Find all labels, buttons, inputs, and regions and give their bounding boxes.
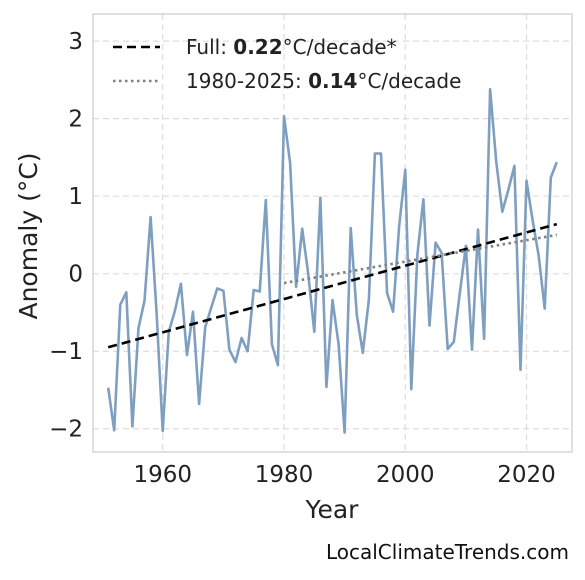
x-tick-label: 1960 (133, 462, 192, 488)
y-tick-label: −1 (49, 339, 83, 365)
y-axis-title: Anomaly (°C) (14, 152, 43, 319)
legend-label-1980-2025: 1980-2025: 0.14°C/decade (186, 69, 461, 93)
x-tick-label: 1980 (255, 462, 314, 488)
y-tick-label: 0 (68, 262, 83, 288)
y-tick-label: −2 (49, 417, 83, 443)
plot-area-frame (92, 13, 573, 453)
source-credit: LocalClimateTrends.com (325, 540, 569, 564)
full-trend-line (107, 222, 558, 349)
legend-label-full: Full: 0.22°C/decade* (186, 35, 397, 59)
legend: Full: 0.22°C/decade* 1980-2025: 0.14°C/d… (113, 35, 461, 93)
recent-trend-line (283, 233, 558, 285)
x-tick-label: 2000 (376, 462, 435, 488)
x-tick-label: 2020 (497, 462, 556, 488)
x-axis-title: Year (305, 495, 360, 524)
grid-lines (93, 14, 572, 452)
y-tick-label: 2 (68, 107, 83, 133)
y-tick-label: 1 (68, 184, 83, 210)
series-lines (106, 87, 559, 434)
annual-anomaly-line (106, 87, 559, 434)
tick-labels: 1960 1980 2000 2020 −2 −1 0 1 2 3 (49, 29, 556, 488)
y-tick-label: 3 (68, 29, 83, 55)
